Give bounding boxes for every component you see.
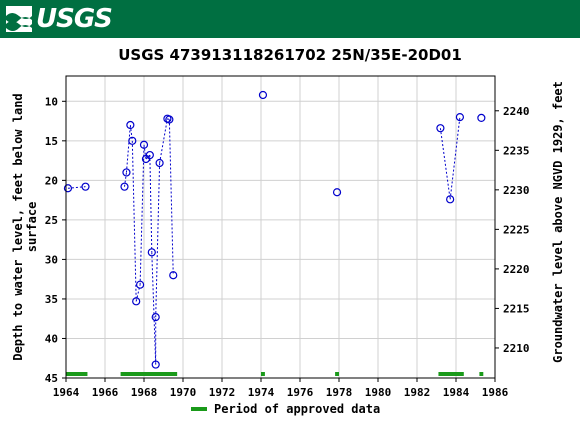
y-left-tick-label: 40: [45, 332, 58, 345]
approved-period-bar: [479, 372, 484, 376]
x-tick-label: 1982: [404, 386, 431, 399]
data-point: [155, 158, 164, 168]
y-left-tick-label: 30: [45, 253, 58, 266]
y-left-tick-label: 35: [45, 293, 58, 306]
x-tick-label: 1970: [170, 386, 197, 399]
y-right-tick-label: 2220: [503, 263, 530, 276]
chart-title: USGS 473913118261702 25N/35E-20D01: [118, 46, 462, 64]
x-tick-label: 1976: [287, 386, 314, 399]
series-lines: [67, 117, 461, 365]
y-axis-label-left: Depth to water level, feet below landsur…: [11, 93, 39, 360]
series-segment: [151, 252, 157, 365]
y-right-tick-label: 2230: [503, 184, 530, 197]
x-tick-label: 1968: [131, 386, 158, 399]
usgs-logo[interactable]: USGS: [6, 4, 113, 34]
legend-swatch-approved: [191, 407, 207, 411]
series-segment: [167, 118, 170, 120]
data-point: [165, 115, 174, 124]
x-tick-label: 1986: [482, 386, 509, 399]
approved-period-bar: [120, 372, 178, 376]
data-point: [477, 113, 486, 123]
data-point: [126, 120, 135, 130]
y-right-tick-label: 2235: [503, 144, 530, 157]
y-right-tick-label: 2240: [503, 105, 530, 118]
x-tick-label: 1972: [209, 386, 236, 399]
data-point: [63, 184, 73, 193]
usgs-header-bar: USGS: [0, 0, 580, 38]
series-segment: [145, 154, 151, 160]
data-point: [120, 182, 129, 191]
series-segment: [139, 144, 145, 285]
approved-period-bar: [66, 372, 88, 376]
data-point: [332, 188, 342, 197]
series-segment: [131, 140, 137, 302]
y-axis-label-left-line: surface: [25, 202, 39, 253]
approved-period-bar: [335, 372, 339, 376]
data-point: [136, 280, 145, 289]
series-segment: [168, 119, 174, 276]
y-axis-label-left-text: Depth to water level, feet below landsur…: [11, 93, 39, 360]
data-point: [151, 360, 160, 369]
y-right-tick-label: 2215: [503, 302, 530, 315]
series-segment: [439, 128, 451, 200]
x-tick-label: 1984: [443, 386, 470, 399]
data-point: [132, 297, 141, 306]
y-axis-label-right: Groundwater level above NGVD 1929, feet: [551, 81, 565, 363]
series-segment: [449, 117, 461, 200]
data-point: [446, 195, 455, 204]
y-left-tick-label: 10: [45, 95, 58, 108]
plot-frame: [65, 75, 496, 379]
series-segment: [124, 172, 127, 187]
y-left-tick-label: 20: [45, 174, 58, 187]
tick-labels: 1964 1966 1968 1970 1972 1974 1976 1978 1980 1982…: [45, 95, 530, 399]
data-point: [128, 136, 137, 145]
series-segment: [129, 124, 133, 141]
legend: Period of approved data: [191, 402, 380, 416]
approved-period-bar: [438, 372, 464, 376]
series-segment: [149, 155, 153, 253]
x-tick-label: 1966: [92, 386, 119, 399]
legend-label-approved: Period of approved data: [214, 402, 380, 416]
series-segment: [67, 186, 86, 189]
x-tick-label: 1978: [326, 386, 353, 399]
data-point: [436, 124, 445, 133]
x-tick-label: 1980: [365, 386, 392, 399]
y-right-tick-label: 2210: [503, 342, 530, 355]
x-tick-label: 1974: [248, 386, 275, 399]
data-point: [139, 140, 149, 149]
series-segment: [155, 162, 161, 318]
y-axis-label-left-line: Depth to water level, feet below land: [11, 93, 25, 360]
data-point: [455, 113, 464, 122]
y-left-tick-label: 45: [45, 372, 58, 385]
grid: [66, 76, 495, 378]
y-left-tick-label: 15: [45, 135, 58, 148]
data-point: [81, 182, 90, 191]
series-segment: [159, 118, 168, 164]
approved-periods: [66, 372, 484, 376]
series-segment: [135, 284, 141, 302]
data-point: [258, 90, 268, 100]
series-points: [63, 90, 486, 369]
x-tick-label: 1964: [53, 386, 80, 399]
y-right-tick-label: 2225: [503, 223, 530, 236]
usgs-logo-text: USGS: [36, 4, 113, 34]
data-point: [151, 313, 160, 322]
series-segment: [125, 124, 131, 173]
approved-period-bar: [261, 372, 265, 376]
y-left-tick-label: 25: [45, 214, 58, 227]
data-point: [169, 271, 178, 280]
usgs-wave-icon: [6, 6, 32, 32]
data-point: [147, 248, 156, 257]
data-point: [122, 168, 131, 177]
data-point: [145, 150, 154, 160]
